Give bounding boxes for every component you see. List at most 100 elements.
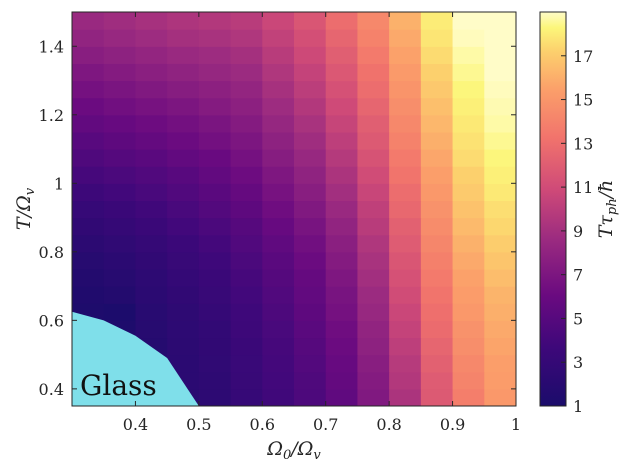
heatmap-cell [198,114,232,133]
heatmap-cell [389,217,422,236]
heatmap-cell [135,200,168,219]
colorbar-label: Tτph/ħ [595,180,620,239]
heatmap-cell [262,303,295,321]
heatmap-cell [420,268,454,287]
heatmap-cell [198,268,232,287]
heatmap-cell [420,286,454,304]
heatmap-cell [198,320,232,339]
heatmap-cell [325,131,359,150]
heatmap-cell [103,63,137,82]
heatmap-cell [452,97,485,116]
heatmap-cell [389,268,422,287]
heatmap-cell [230,337,263,356]
colorbar-tick-label: 15 [573,91,593,110]
heatmap-cell [103,217,137,236]
y-tick-label: 1 [54,174,64,193]
heatmap-cell [484,29,516,47]
heatmap-cell [135,46,168,64]
heatmap-cell [198,80,232,99]
heatmap-cell [420,12,454,30]
heatmap-cell [389,320,422,339]
heatmap-cell [420,200,454,219]
heatmap-cell [294,200,327,219]
heatmap-cell [103,114,137,133]
heatmap-cell [294,131,327,150]
heatmap-cell [484,80,516,99]
heatmap-cells [72,12,516,406]
heatmap-cell [167,131,200,150]
heatmap-cell [325,217,359,236]
heatmap-cell [103,234,137,253]
heatmap-cell [262,183,295,202]
plot-frame [71,11,517,407]
heatmap-cell [294,371,327,390]
heatmap-cell [135,114,168,133]
heatmap-cell [230,200,263,219]
heatmap-cell [389,337,422,356]
heatmap-cell [357,97,390,116]
heatmap-cell [167,166,200,184]
heatmap-cell [452,251,485,270]
heatmap-cell [262,217,295,236]
colorbar-tick-label: 1 [573,397,583,416]
heatmap-cell [420,149,454,167]
heatmap-cell [103,166,137,184]
heatmap-cell [357,371,390,390]
y-axis: 0.4 0.6 0.8 1 1.2 1.4 [39,37,516,399]
heatmap-cell [420,251,454,270]
heatmap-cell [420,97,454,116]
heatmap-cell [452,200,485,219]
heatmap-cell [325,29,359,47]
heatmap-cell [325,268,359,287]
heatmap-cell [484,46,516,64]
heatmap-cell [198,217,232,236]
heatmap-cell [103,97,137,116]
y-tick-label: 1.4 [39,37,64,56]
heatmap-cell [262,131,295,150]
heatmap-cell [294,46,327,64]
heatmap-cell [357,337,390,356]
heatmap-cell [389,354,422,373]
heatmap-cell [484,388,516,406]
heatmap-cell [167,46,200,64]
heatmap-cell [72,166,105,184]
x-axis: 0.4 0.5 0.6 0.7 0.8 0.9 1 [123,12,521,434]
heatmap-cell [294,217,327,236]
heatmap-cell [262,114,295,133]
heatmap-cell [230,149,263,167]
heatmap-cell [262,320,295,339]
heatmap-cell [325,320,359,339]
heatmap-cell [325,149,359,167]
x-tick-label: 0.8 [376,415,401,434]
heatmap-cell [420,371,454,390]
heatmap-cell [72,217,105,236]
heatmap-cell [230,234,263,253]
heatmap-cell [294,303,327,321]
heatmap-cell [230,166,263,184]
colorbar [539,11,567,407]
heatmap-cell [198,29,232,47]
colorbar-tick-label: 5 [573,309,583,328]
heatmap-cell [484,337,516,356]
heatmap-cell [262,80,295,99]
heatmap-cell [294,114,327,133]
heatmap-cell [325,12,359,30]
heatmap-cell [103,80,137,99]
heatmap-cell [72,149,105,167]
heatmap-cell [484,166,516,184]
heatmap-cell [198,286,232,304]
heatmap-cell [294,183,327,202]
heatmap-cell [198,388,232,406]
heatmap-cell [357,183,390,202]
heatmap-cell [167,29,200,47]
heatmap-cell [325,388,359,406]
heatmap-cell [452,234,485,253]
heatmap-cell [103,46,137,64]
heatmap-cell [72,200,105,219]
heatmap-cell [325,371,359,390]
heatmap-cell [230,268,263,287]
heatmap-cell [389,12,422,30]
heatmap-cell [420,234,454,253]
heatmap-cell [357,303,390,321]
